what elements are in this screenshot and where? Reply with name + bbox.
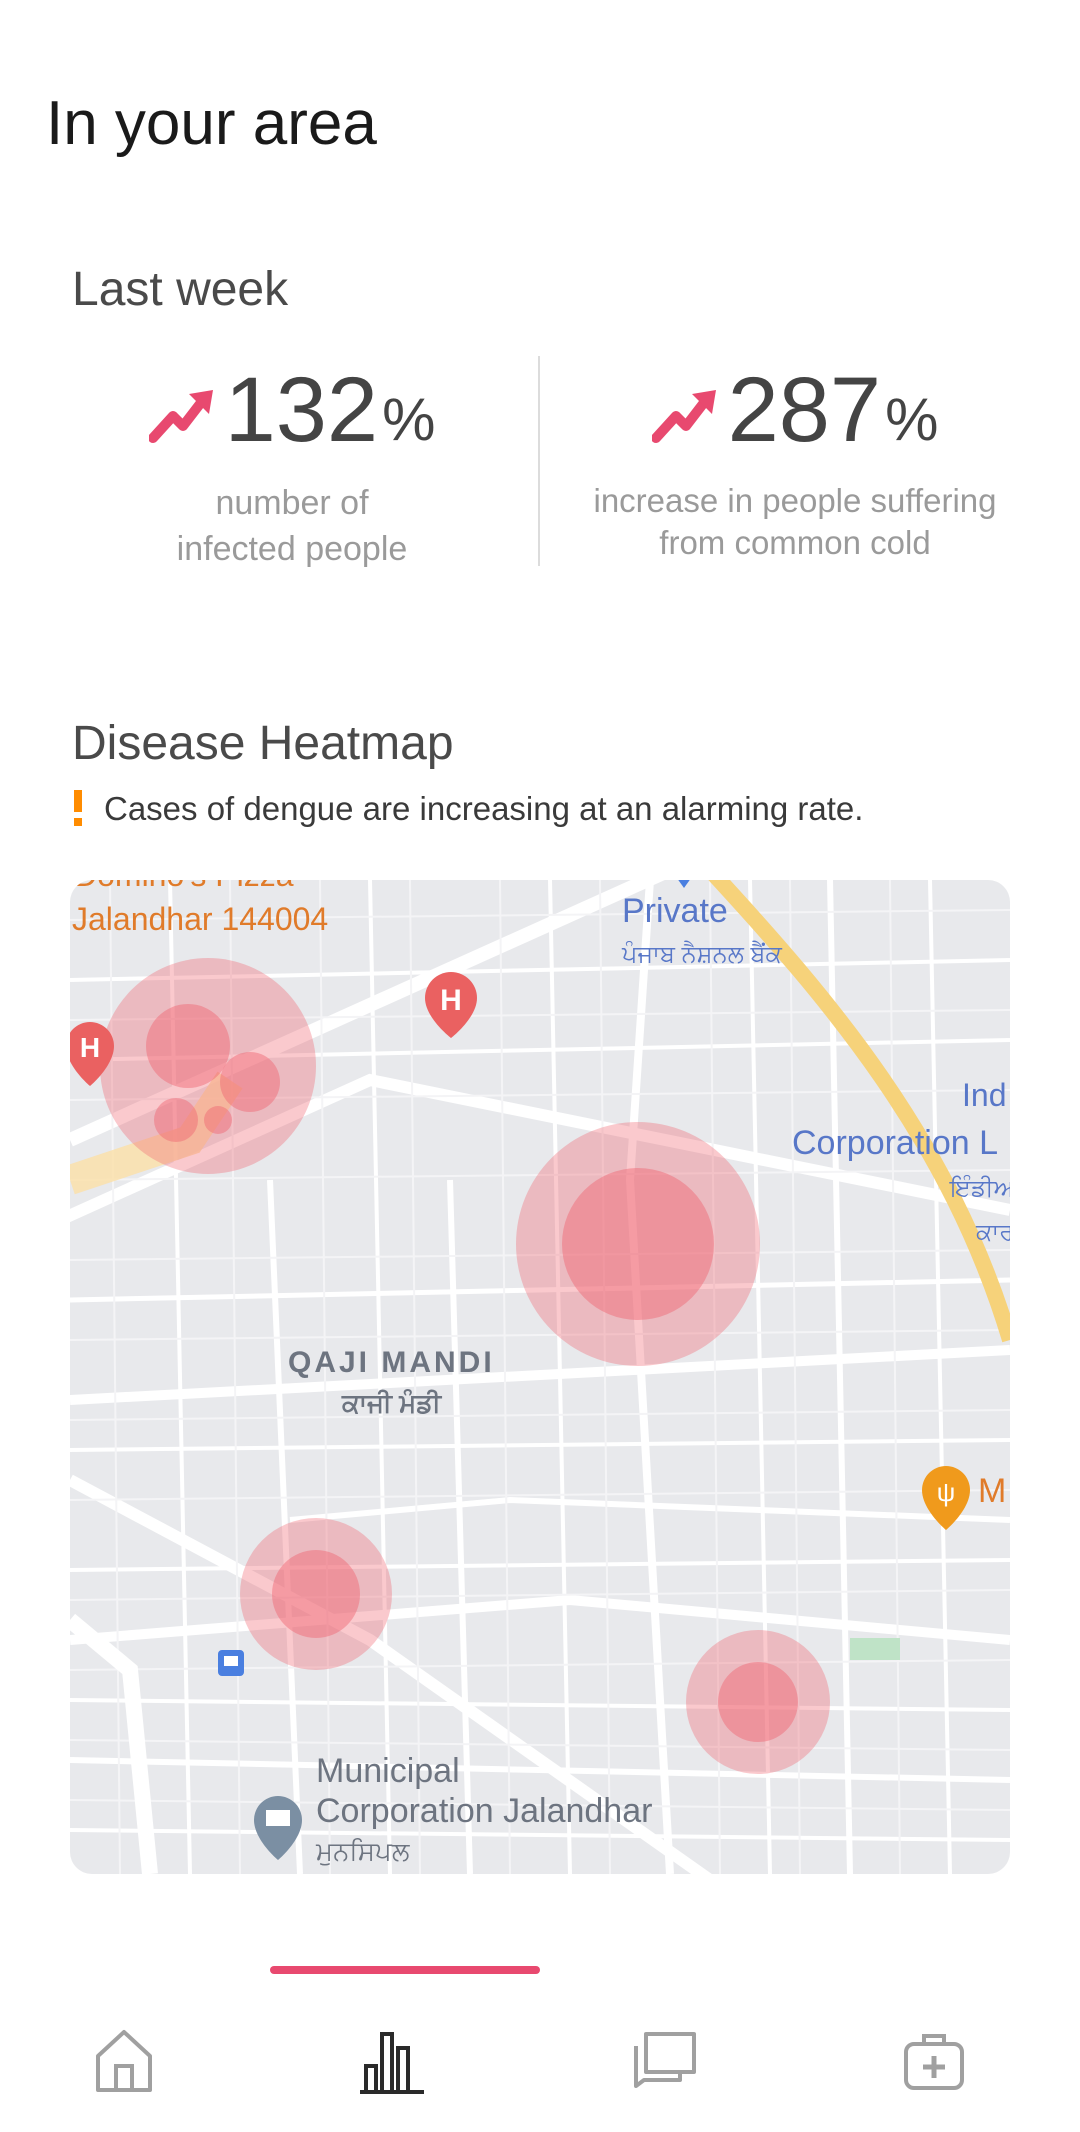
map-label: ਪੰਜਾਬ ਨੈਸ਼ਨਲ ਬੈਂਕ <box>621 940 783 968</box>
heat-circle <box>204 1106 232 1134</box>
heat-cluster <box>100 958 830 1774</box>
warning-icon <box>74 790 82 812</box>
heat-circle <box>718 1662 798 1742</box>
map-label: ਮੁਨਸਿਪਲ <box>315 1836 410 1866</box>
last-week-title: Last week <box>72 263 289 316</box>
stat-description-line: number of <box>215 484 369 522</box>
stat-value: 132 <box>224 359 379 461</box>
heat-circle <box>220 1052 280 1112</box>
map-label: Private <box>622 892 728 930</box>
page-title: In your area <box>46 89 377 158</box>
heat-circle <box>154 1098 198 1142</box>
medical-kit-icon <box>904 2034 964 2090</box>
map-label: Corporation Jalandhar <box>316 1792 652 1830</box>
restaurant-pin-icon[interactable]: ψ <box>922 1466 970 1530</box>
map-label: ਕਾਰ <box>975 1219 1010 1246</box>
hospital-pin-icon[interactable]: H <box>70 1022 114 1086</box>
stats-divider <box>538 356 540 566</box>
map-label: QAJI MANDI <box>288 1346 495 1379</box>
map-marker-icon <box>678 880 690 888</box>
heatmap-title: Disease Heatmap <box>72 717 454 770</box>
stat-infected: 132 % number of infected people <box>92 360 492 572</box>
map-label: Domino's Pizza <box>74 880 294 893</box>
disease-heatmap-map[interactable]: H H ψ Domino's Pizza Jalandhar 144004 Pr… <box>70 880 1010 1874</box>
stat-value: 287 <box>727 359 882 461</box>
heat-circle <box>516 1122 760 1366</box>
stat-description-line: from common cold <box>659 524 931 561</box>
bar-chart-icon <box>360 2032 424 2094</box>
map-canvas[interactable]: H H ψ Domino's Pizza Jalandhar 144004 Pr… <box>70 880 1010 1874</box>
svg-text:H: H <box>80 1032 100 1063</box>
map-label: M <box>978 1472 1006 1510</box>
heat-circle <box>686 1630 830 1774</box>
stat-description-line: increase in people suffering <box>593 482 997 519</box>
map-label: Ind <box>962 1077 1006 1113</box>
home-icon <box>96 2030 152 2092</box>
map-label: Municipal <box>316 1752 460 1790</box>
heat-circle <box>562 1168 714 1320</box>
messages-icon <box>634 2032 696 2088</box>
heat-circle <box>146 1004 230 1088</box>
heat-circle <box>100 958 316 1174</box>
nav-messages[interactable] <box>624 2020 704 2100</box>
heat-circle <box>272 1550 360 1638</box>
active-tab-indicator <box>270 1966 540 1974</box>
heat-circle <box>240 1518 392 1670</box>
stat-unit: % <box>885 386 939 453</box>
stat-unit: % <box>382 386 436 453</box>
trending-up-icon <box>148 390 213 443</box>
map-label: ਇੰਡੀਅ <box>949 1175 1010 1202</box>
trending-up-icon <box>651 390 716 443</box>
heatmap-warning: Cases of dengue are increasing at an ala… <box>104 790 864 827</box>
government-building-icon[interactable] <box>254 1796 302 1860</box>
hospital-pin-icon[interactable]: H <box>425 972 477 1038</box>
map-label: Corporation L <box>792 1124 998 1162</box>
stat-description-line: infected people <box>176 530 408 568</box>
stat-common-cold: 287 % increase in people suffering from … <box>580 360 1010 564</box>
map-label: ਕਾਜੀ ਮੰਡੀ <box>341 1388 442 1418</box>
bus-stop-icon[interactable] <box>218 1650 244 1676</box>
nav-medical[interactable] <box>894 2020 974 2100</box>
nav-home[interactable] <box>84 2020 164 2100</box>
warning-icon-dot <box>74 818 82 826</box>
svg-text:H: H <box>440 984 462 1017</box>
svg-text:ψ: ψ <box>937 1477 956 1507</box>
map-label: Jalandhar 144004 <box>72 901 328 937</box>
nav-statistics[interactable] <box>352 2020 432 2100</box>
